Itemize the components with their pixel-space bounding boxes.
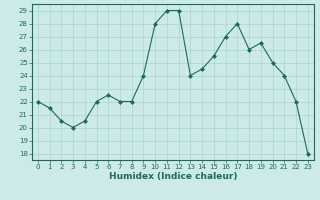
X-axis label: Humidex (Indice chaleur): Humidex (Indice chaleur) — [108, 172, 237, 181]
